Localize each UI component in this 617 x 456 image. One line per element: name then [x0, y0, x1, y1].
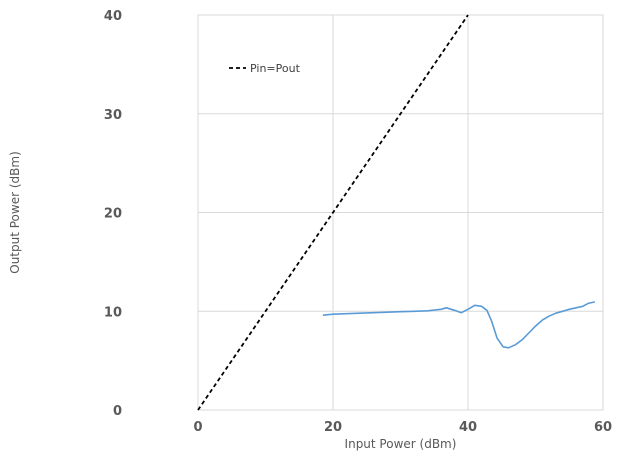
series-group [197, 14, 596, 411]
series-line-output-power [322, 301, 596, 349]
legend: Pin=Pout [229, 62, 301, 75]
series-line-pin-pout [197, 14, 469, 411]
x-tick-label: 0 [193, 420, 202, 435]
plot-area [197, 14, 604, 411]
x-tick-labels: 0 20 40 60 [193, 420, 612, 435]
y-tick-label: 10 [104, 305, 122, 320]
y-tick-label: 20 [104, 207, 122, 222]
x-tick-label: 40 [459, 420, 477, 435]
x-axis-label: Input Power (dBm) [345, 437, 457, 451]
y-tick-label: 30 [104, 108, 122, 123]
y-axis-label: Output Power (dBm) [8, 151, 22, 274]
y-tick-label: 0 [113, 404, 122, 419]
legend-label-pin-pout: Pin=Pout [250, 62, 301, 75]
y-tick-label: 40 [104, 9, 122, 24]
y-tick-labels: 0 10 20 30 40 [104, 9, 122, 419]
x-tick-label: 20 [324, 420, 342, 435]
x-tick-label: 60 [594, 420, 612, 435]
